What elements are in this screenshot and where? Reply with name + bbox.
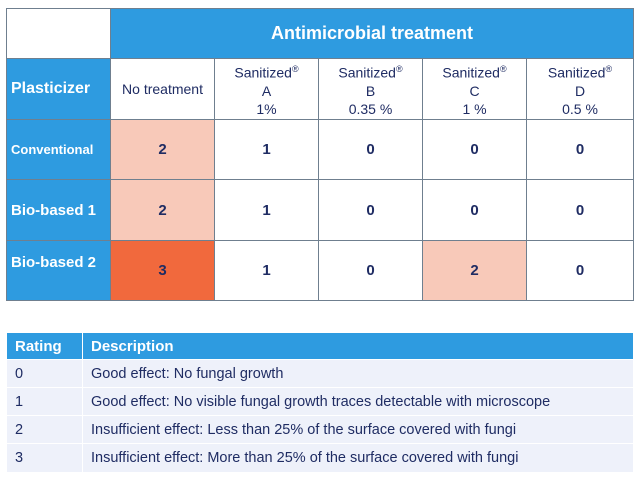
rating-cell: 3 xyxy=(110,240,215,301)
antimicrobial-treatment-header: Antimicrobial treatment xyxy=(110,8,634,59)
column-header-concentration: 1 % xyxy=(462,100,487,117)
legend-header-row: Rating Description xyxy=(6,332,634,360)
column-header-concentration: 0.35 % xyxy=(348,100,393,117)
column-header-label: No treatment xyxy=(122,81,203,97)
row-header-conventional: Conventional xyxy=(6,119,111,180)
column-header-sanitized-b: Sanitized® B 0.35 % xyxy=(318,58,423,120)
rating-cell: 0 xyxy=(422,119,527,180)
plasticizer-header: Plasticizer xyxy=(6,58,111,120)
legend-row: 3 Insufficient effect: More than 25% of … xyxy=(6,443,634,473)
legend-rating: 2 xyxy=(6,415,83,444)
column-header-variant: D xyxy=(574,82,586,99)
rating-cell: 0 xyxy=(422,179,527,241)
rating-legend-table: Rating Description 0 Good effect: No fun… xyxy=(6,332,634,473)
registered-mark: ® xyxy=(605,64,613,75)
legend-description: Good effect: No visible fungal growth tr… xyxy=(82,387,634,416)
rating-cell: 1 xyxy=(214,240,319,301)
column-header-label: Sanitized xyxy=(547,64,606,81)
legend-row: 0 Good effect: No fungal growth xyxy=(6,359,634,388)
legend-description: Insufficient effect: Less than 25% of th… xyxy=(82,415,634,444)
column-header-no-treatment: No treatment xyxy=(110,58,215,120)
column-header-sanitized-c: Sanitized® C 1 % xyxy=(422,58,527,120)
column-header-variant: B xyxy=(365,82,376,99)
rating-cell: 0 xyxy=(526,119,634,180)
rating-cell: 1 xyxy=(214,119,319,180)
rating-cell: 0 xyxy=(318,119,423,180)
corner-cell xyxy=(6,8,111,59)
header-row-columns: Plasticizer No treatment Sanitized® A 1%… xyxy=(6,58,634,120)
legend-rating: 0 xyxy=(6,359,83,388)
rating-cell: 0 xyxy=(526,179,634,241)
legend-row: 1 Good effect: No visible fungal growth … xyxy=(6,387,634,416)
column-header-label: Sanitized xyxy=(442,64,500,81)
rating-cell: 0 xyxy=(526,240,634,301)
legend-rating: 3 xyxy=(6,443,83,473)
registered-mark: ® xyxy=(291,64,299,75)
row-header-bio-based-1: Bio-based 1 xyxy=(6,179,111,241)
row-header-bio-based-2: Bio-based 2 xyxy=(6,240,111,301)
registered-mark: ® xyxy=(499,64,507,75)
column-header-sanitized-d: Sanitized® D 0.5 % xyxy=(526,58,634,120)
column-header-variant: C xyxy=(469,82,480,99)
data-row-bio-based-1: Bio-based 1 2 1 0 0 0 xyxy=(6,179,634,241)
registered-mark: ® xyxy=(395,64,403,75)
column-header-concentration: 0.5 % xyxy=(562,100,598,117)
rating-cell: 0 xyxy=(318,240,423,301)
column-header-label: Sanitized xyxy=(338,64,396,81)
header-row-group: Antimicrobial treatment xyxy=(6,8,634,59)
legend-rating: 1 xyxy=(6,387,83,416)
rating-cell: 2 xyxy=(110,119,215,180)
legend-header-rating: Rating xyxy=(6,332,83,360)
legend-description: Good effect: No fungal growth xyxy=(82,359,634,388)
column-header-concentration: 1% xyxy=(256,100,277,117)
rating-cell: 2 xyxy=(422,240,527,301)
legend-header-description: Description xyxy=(82,332,634,360)
data-row-conventional: Conventional 2 1 0 0 0 xyxy=(6,119,634,180)
results-table: Antimicrobial treatment Plasticizer No t… xyxy=(6,8,634,301)
rating-cell: 0 xyxy=(318,179,423,241)
column-header-sanitized-a: Sanitized® A 1% xyxy=(214,58,319,120)
rating-cell: 2 xyxy=(110,179,215,241)
data-row-bio-based-2: Bio-based 2 3 1 0 2 0 xyxy=(6,240,634,301)
column-header-label: Sanitized xyxy=(234,64,292,81)
rating-cell: 1 xyxy=(214,179,319,241)
column-header-variant: A xyxy=(261,82,272,99)
legend-row: 2 Insufficient effect: Less than 25% of … xyxy=(6,415,634,444)
legend-description: Insufficient effect: More than 25% of th… xyxy=(82,443,634,473)
